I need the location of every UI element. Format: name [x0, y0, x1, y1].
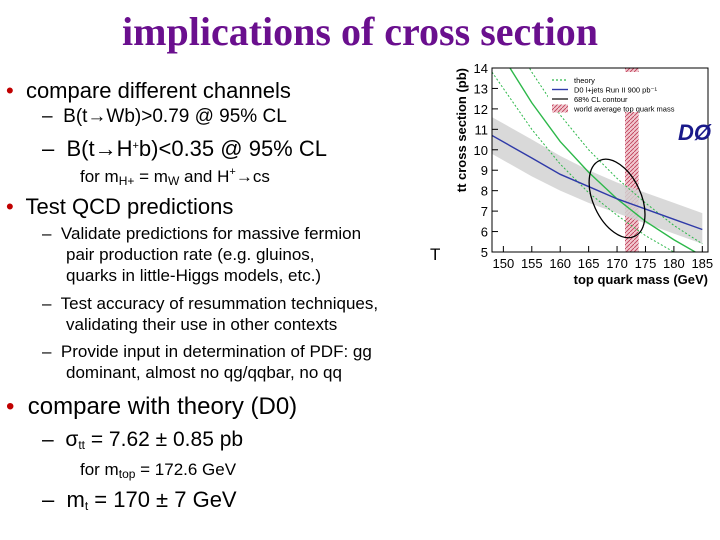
sub-bullet-text: = 7.62 ± 0.85 pb — [85, 428, 244, 451]
sub-bullet-t-symbol: T — [430, 245, 441, 264]
sub-bullet-text: Provide input in determination of PDF: g… — [60, 342, 372, 361]
y-tick-label: 11 — [475, 122, 489, 137]
sub-bullet-text: Test accuracy of resummation techniques, — [60, 294, 379, 313]
sub-bullet-text: Validate predictions for massive fermion — [60, 224, 362, 243]
subscript: top — [118, 467, 136, 481]
theory-band-upper — [528, 68, 703, 245]
x-tick-label: 170 — [606, 256, 628, 271]
cl-contour-68 — [588, 158, 646, 239]
bullet-text: compare different channels — [25, 78, 291, 103]
x-tick-label: 185 — [691, 256, 713, 271]
dash-marker: – — [42, 294, 52, 313]
note-text: for m — [80, 167, 119, 186]
bullet-marker: • — [6, 393, 15, 420]
x-tick-label: 155 — [521, 256, 543, 271]
x-tick-label: 165 — [578, 256, 600, 271]
sub-bullet-resummation: – Test accuracy of resummation technique… — [42, 294, 378, 314]
sub-bullet-text: B(t→Wb)>0.79 @ 95% CL — [63, 106, 287, 127]
bullet-text: Test QCD predictions — [25, 194, 234, 219]
superscript: + — [132, 140, 139, 152]
dash-marker: – — [42, 487, 55, 512]
sub-bullet-text-end: b)<0.35 @ 95% CL — [138, 136, 327, 161]
sub-bullet-text: m — [66, 487, 85, 512]
note-text: = 172.6 GeV — [135, 460, 237, 479]
dash-marker: – — [42, 106, 53, 127]
y-axis-label: tt cross section (pb) — [454, 68, 469, 192]
sub-bullet-validate: – Validate predictions for massive fermi… — [42, 224, 361, 244]
dash-marker: – — [42, 428, 54, 451]
d0-logo: DØ — [678, 120, 711, 145]
y-tick-label: 10 — [474, 143, 488, 158]
sub-bullet-pdf: – Provide input in determination of PDF:… — [42, 342, 372, 362]
y-tick-label: 14 — [474, 64, 488, 76]
chart-plot-area — [492, 68, 703, 252]
bullet-compare-channels: • compare different channels — [6, 78, 291, 104]
chart-frame — [491, 67, 709, 253]
dash-marker: – — [42, 224, 52, 243]
slide-title: implications of cross section — [122, 9, 598, 54]
legend-entry: D0 l+jets Run II 900 pb⁻¹ — [574, 86, 657, 95]
x-tick-label: 175 — [635, 256, 657, 271]
y-tick-label: 7 — [481, 204, 488, 219]
x-tick-label: 180 — [663, 256, 685, 271]
bullet-compare-theory: • compare with theory (D0) — [6, 393, 297, 421]
bullet-test-qcd: • Test QCD predictions — [6, 194, 233, 220]
legend-entry: 68% CL contour — [574, 95, 628, 104]
dash-marker: – — [42, 342, 52, 361]
sigma-symbol: σ — [65, 428, 79, 451]
sub-bullet-validate-line2: pair production rate (e.g. gluinos, — [66, 245, 315, 265]
sub-bullet-pdf-line2: dominant, almost no qg/qqbar, no qq — [66, 363, 342, 382]
note-mass-condition: for mH+ = mW and H+→cs — [80, 166, 270, 188]
subscript: H+ — [118, 174, 135, 188]
y-tick-label: 13 — [474, 81, 488, 96]
sub-bullet-br-wb: – B(t→Wb)>0.79 @ 95% CL — [42, 106, 287, 128]
theory-line — [509, 68, 697, 252]
x-tick-label: 150 — [493, 256, 515, 271]
sub-bullet-sigma: – σtt = 7.62 ± 0.85 pb — [42, 428, 243, 452]
sub-bullet-mt: – mt = 170 ± 7 GeV — [42, 487, 237, 513]
note-text: and H — [179, 167, 230, 186]
sub-bullet-text: = 170 ± 7 GeV — [88, 487, 237, 512]
y-tick-label: 9 — [481, 163, 488, 178]
y-tick-label: 8 — [481, 184, 488, 199]
sub-bullet-br-hb: – B(t→H+b)<0.35 @ 95% CL — [42, 136, 327, 162]
theory-band-lower — [492, 71, 676, 252]
bullet-marker: • — [6, 78, 14, 103]
note-text: →cs — [235, 167, 270, 186]
note-text: for m — [80, 460, 119, 479]
sub-bullet-text: pair production rate (e.g. gluinos, — [66, 245, 315, 264]
note-top-mass: for mtop = 172.6 GeV — [80, 460, 236, 481]
sub-bullet-text: B(t→H — [66, 136, 133, 161]
bullet-text: compare with theory (D0) — [27, 393, 298, 420]
y-tick-label: 6 — [481, 225, 488, 240]
sub-bullet-validate-line3: quarks in little-Higgs models, etc.) — [66, 266, 322, 285]
y-tick-label: 5 — [481, 245, 488, 260]
x-axis-label: top quark mass (GeV) — [574, 272, 708, 287]
superscript: + — [229, 166, 236, 178]
legend-entry: theory — [574, 76, 595, 85]
y-tick-label: 12 — [474, 102, 488, 117]
sub-bullet-resummation-line2: validating their use in other contexts — [66, 315, 338, 334]
measurement-line — [492, 134, 703, 231]
legend-box — [548, 72, 706, 112]
note-text: = m — [134, 167, 168, 186]
legend-entry: world average top quark mass — [573, 105, 675, 114]
legend-swatch — [552, 104, 568, 113]
x-tick-label: 160 — [549, 256, 571, 271]
bullet-marker: • — [6, 194, 14, 219]
subscript: t — [84, 499, 89, 513]
subscript: tt — [78, 438, 85, 452]
subscript: W — [167, 174, 180, 188]
dash-marker: – — [42, 136, 55, 161]
